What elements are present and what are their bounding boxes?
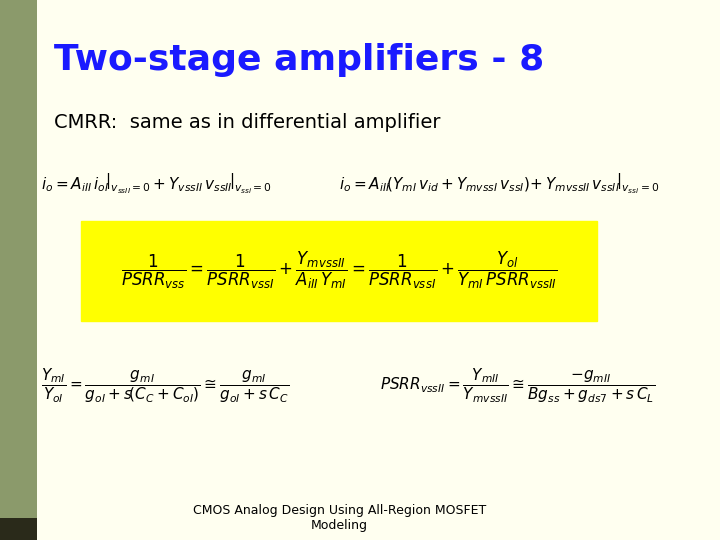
FancyBboxPatch shape [0,518,37,540]
Text: Two-stage amplifiers - 8: Two-stage amplifiers - 8 [54,43,544,77]
Text: $\dfrac{Y_{mI}}{Y_{oI}} = \dfrac{g_{mI}}{g_{oI} + s\!\left(C_C + C_{oI}\right)} : $\dfrac{Y_{mI}}{Y_{oI}} = \dfrac{g_{mI}}… [41,367,289,406]
Text: $i_o = A_{iII}\!\left(Y_{mI}\,v_{id} + Y_{mvssI}\,v_{ssI}\right)\!+Y_{mvssII}\,v: $i_o = A_{iII}\!\left(Y_{mI}\,v_{id} + Y… [339,171,660,196]
Text: CMRR:  same as in differential amplifier: CMRR: same as in differential amplifier [54,113,441,132]
Text: $\dfrac{1}{PSRR_{vss}} = \dfrac{1}{PSRR_{vssI}} + \dfrac{Y_{mvssII}}{A_{iII}\,Y_: $\dfrac{1}{PSRR_{vss}} = \dfrac{1}{PSRR_… [121,249,558,291]
Text: CMOS Analog Design Using All-Region MOSFET
Modeling: CMOS Analog Design Using All-Region MOSF… [193,504,486,532]
FancyBboxPatch shape [81,221,598,321]
Text: $i_o = A_{iII}\,i_{oI}\!\left.\right|_{v_{ssII}=0} + Y_{vssII}\,v_{ssII}\!\left.: $i_o = A_{iII}\,i_{oI}\!\left.\right|_{v… [41,171,271,196]
Text: $PSRR_{vssII} = \dfrac{Y_{mII}}{Y_{mvssII}} \cong \dfrac{-g_{mII}}{Bg_{ss} + g_{: $PSRR_{vssII} = \dfrac{Y_{mII}}{Y_{mvssI… [380,367,655,406]
FancyBboxPatch shape [0,0,37,540]
